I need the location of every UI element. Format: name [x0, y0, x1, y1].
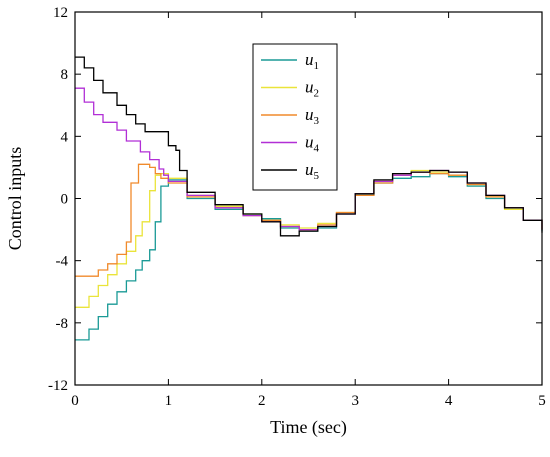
y-axis-label: Control inputs	[5, 147, 25, 251]
y-tick-label: 12	[53, 5, 68, 21]
x-axis-label: Time (sec)	[270, 417, 347, 438]
y-tick-label: -12	[48, 378, 68, 394]
x-tick-label: 4	[445, 393, 453, 409]
y-tick-label: -4	[56, 254, 69, 270]
x-tick-label: 0	[71, 393, 79, 409]
x-tick-label: 5	[538, 393, 546, 409]
series-line-u1	[75, 172, 543, 341]
series-layer	[75, 56, 543, 341]
y-tick-label: 8	[61, 67, 69, 83]
series-line-u2	[75, 169, 543, 308]
series-line-u3	[75, 163, 543, 277]
y-tick-label: 4	[61, 129, 69, 145]
y-tick-label: 0	[61, 192, 69, 208]
x-tick-label: 1	[165, 393, 173, 409]
series-line-u5	[75, 56, 543, 237]
x-tick-label: 2	[258, 393, 266, 409]
y-tick-label: -8	[56, 316, 69, 332]
x-tick-label: 3	[351, 393, 359, 409]
legend-box	[252, 43, 338, 191]
